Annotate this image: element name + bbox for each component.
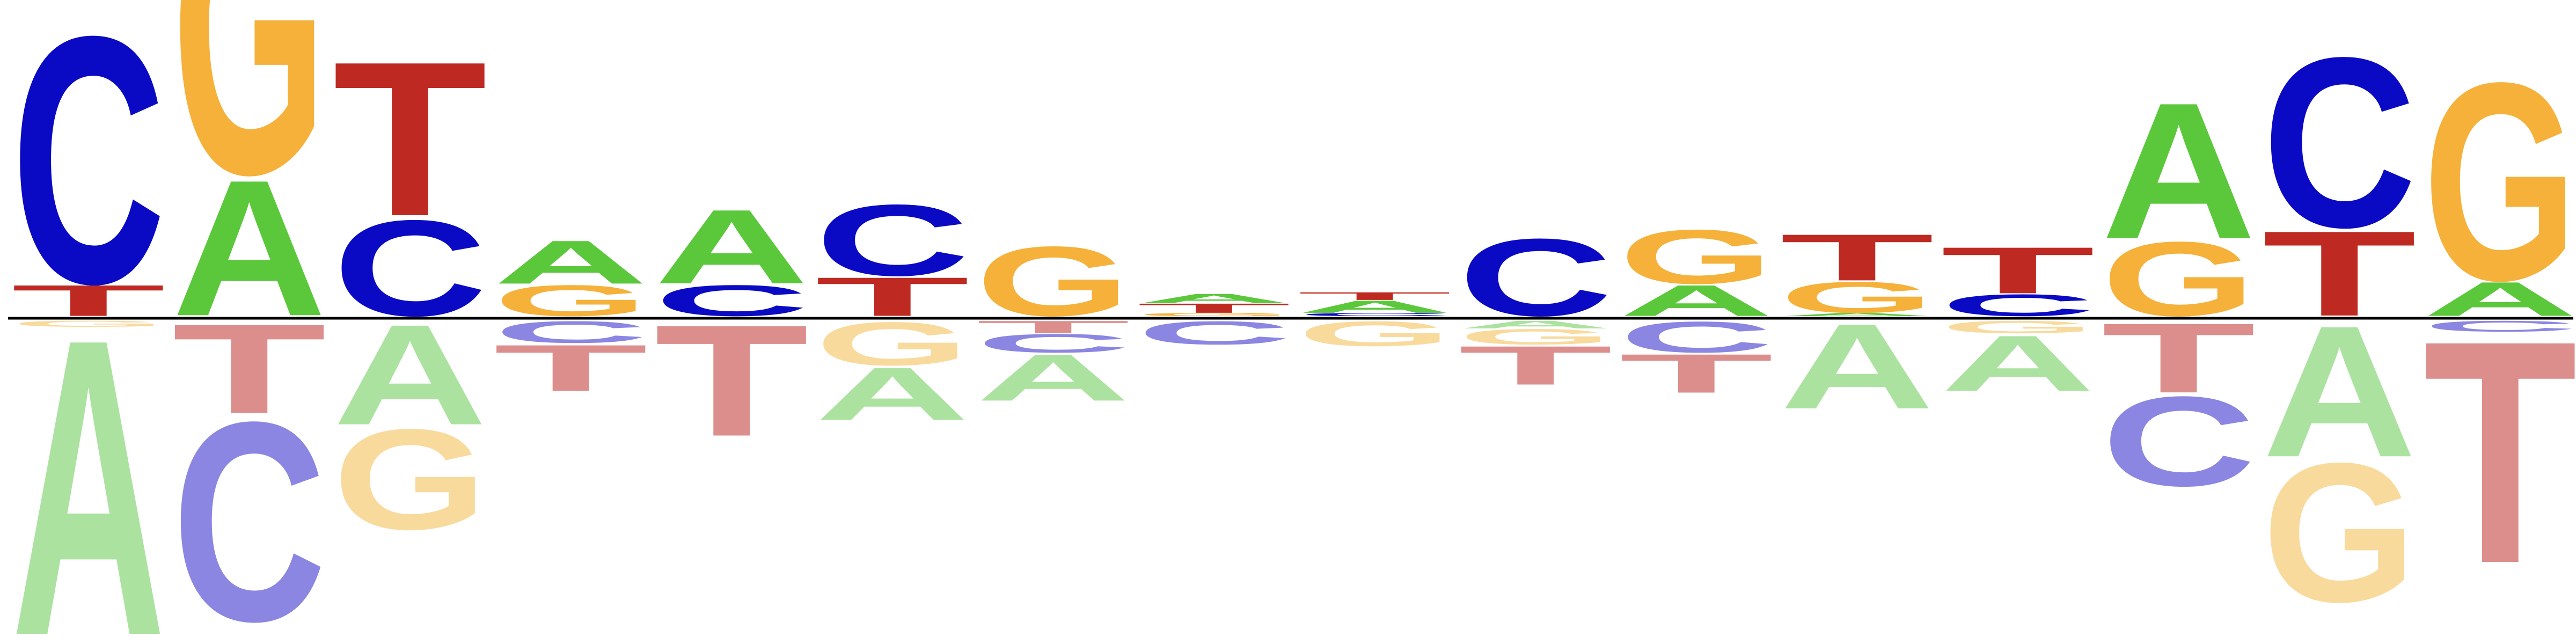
- logo-letter-t-pos16-down-1: T: [2423, 275, 2576, 630]
- logo-letter-a-pos12-up-0: A: [1780, 312, 1935, 317]
- logo-letter-a-pos3-down-0: A: [333, 295, 487, 455]
- logo-letter-a-pos7-down-2: A: [976, 341, 1131, 415]
- logo-letter-g-pos11-up-1: G: [1619, 214, 1774, 301]
- logo-letter-t-pos4-down-1: T: [494, 331, 648, 405]
- logo-letter-c-pos16-down-0: C: [2423, 318, 2576, 335]
- logo-letter-g-pos1-down-0: G: [11, 319, 166, 328]
- logo-letter-a-pos8-up-2: A: [1137, 291, 1291, 306]
- logo-letter-t-pos9-up-2: T: [1298, 290, 1452, 302]
- logo-letter-a-pos15-down-0: A: [2262, 287, 2417, 496]
- logo-letter-g-pos9-down-0: G: [1298, 314, 1452, 353]
- logo-letter-g-pos8-up-0: G: [1137, 312, 1291, 317]
- logo-letter-t-pos12-up-2: T: [1780, 221, 1935, 295]
- logo-letter-t-pos3-up-1: T: [333, 16, 487, 262]
- logo-letter-g-pos13-down-0: G: [1941, 317, 2095, 337]
- logo-letter-a-pos2-up-0: A: [172, 140, 327, 356]
- logo-letter-c-pos6-up-1: C: [815, 184, 970, 297]
- logo-letter-c-pos15-up-1: C: [2262, 7, 2417, 278]
- logo-letter-c-pos13-up-0: C: [1941, 288, 2095, 323]
- logo-letter-a-pos5-up-1: A: [654, 188, 809, 306]
- logo-letter-a-pos12-down-0: A: [1780, 298, 1935, 434]
- logo-letter-a-pos13-down-1: A: [1941, 319, 2095, 407]
- logo-letter-c-pos8-down-0: C: [1137, 314, 1291, 352]
- logo-letter-t-pos5-down-0: T: [654, 292, 809, 469]
- logo-letter-c-pos1-up-1: C: [11, 0, 166, 357]
- logo-letter-c-pos7-down-1: C: [976, 328, 1131, 358]
- logo-letter-a-pos9-up-1: A: [1298, 297, 1452, 317]
- logo-letter-g-pos12-up-1: G: [1780, 273, 1935, 322]
- logo-letter-t-pos14-down-0: T: [2102, 303, 2256, 414]
- logo-letter-c-pos2-down-1: C: [172, 363, 327, 644]
- logo-letter-g-pos6-down-0: G: [815, 310, 970, 379]
- logo-letter-a-pos6-down-1: A: [815, 352, 970, 436]
- logo-letter-c-pos11-down-0: C: [1619, 312, 1774, 362]
- logo-letter-c-pos9-up-0: C: [1298, 312, 1452, 317]
- logo-letter-g-pos16-up-1: G: [2423, 24, 2576, 340]
- logo-letter-t-pos11-down-1: T: [1619, 343, 1774, 405]
- logo-letter-a-pos14-up-1: A: [2102, 62, 2256, 279]
- logo-letter-c-pos14-down-1: C: [2102, 370, 2256, 513]
- logo-letter-a-pos4-up-1: A: [494, 228, 648, 297]
- logo-letter-a-pos10-down-0: A: [1458, 318, 1613, 331]
- logo-letter-g-pos10-down-1: G: [1458, 325, 1613, 349]
- logo-letter-c-pos4-down-0: C: [494, 315, 648, 349]
- logo-letter-g-pos2-up-1: G: [172, 0, 327, 261]
- logo-letter-t-pos2-down-0: T: [172, 298, 327, 441]
- logo-letter-t-pos8-up-1: T: [1137, 301, 1291, 316]
- logo-letter-g-pos3-down-1: G: [333, 400, 487, 560]
- logo-letter-t-pos7-down-0: T: [976, 317, 1131, 337]
- logo-letter-t-pos13-up-1: T: [1941, 233, 2095, 308]
- logo-letter-t-pos10-down-2: T: [1458, 335, 1613, 397]
- logo-letter-a-pos1-down-1: A: [11, 251, 166, 644]
- logo-letter-g-pos15-down-1: G: [2262, 422, 2417, 643]
